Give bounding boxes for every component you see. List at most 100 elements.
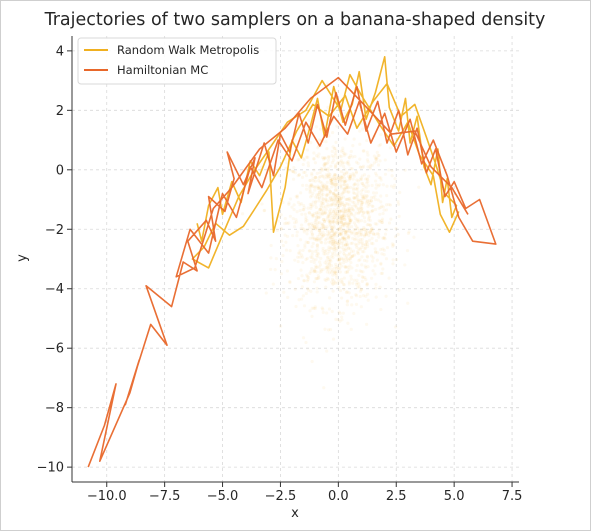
cloud-point bbox=[331, 273, 335, 277]
cloud-point bbox=[338, 232, 342, 236]
cloud-point bbox=[365, 282, 369, 286]
cloud-point bbox=[338, 238, 342, 242]
cloud-point bbox=[361, 200, 365, 204]
cloud-point bbox=[327, 219, 331, 223]
cloud-point bbox=[355, 218, 359, 222]
cloud-point bbox=[338, 261, 343, 266]
cloud-point bbox=[347, 246, 351, 250]
cloud-point bbox=[376, 251, 380, 255]
cloud-point bbox=[375, 156, 379, 160]
cloud-point bbox=[358, 269, 362, 273]
cloud-point bbox=[321, 234, 325, 238]
cloud-point bbox=[279, 227, 283, 231]
cloud-point bbox=[338, 201, 342, 206]
cloud-point bbox=[310, 213, 315, 217]
cloud-point bbox=[323, 161, 327, 166]
cloud-point bbox=[333, 164, 338, 168]
cloud-point bbox=[302, 158, 306, 162]
cloud-point bbox=[332, 147, 337, 151]
cloud-point bbox=[343, 180, 347, 184]
series-lines bbox=[87, 56, 497, 468]
cloud-point bbox=[313, 305, 317, 309]
cloud-point bbox=[333, 250, 337, 254]
cloud-point bbox=[341, 164, 346, 169]
cloud-point bbox=[345, 299, 349, 304]
cloud-point bbox=[324, 285, 328, 289]
cloud-point bbox=[312, 260, 316, 265]
cloud-point bbox=[365, 194, 369, 198]
cloud-point bbox=[326, 255, 330, 259]
cloud-point bbox=[348, 221, 352, 225]
cloud-point bbox=[326, 277, 330, 281]
cloud-point bbox=[326, 203, 330, 207]
cloud-point bbox=[292, 170, 296, 174]
cloud-point bbox=[316, 234, 320, 239]
cloud-point bbox=[335, 194, 339, 198]
cloud-point bbox=[351, 186, 355, 190]
cloud-point bbox=[327, 192, 331, 196]
cloud-point bbox=[342, 152, 346, 156]
cloud-point bbox=[369, 163, 373, 167]
cloud-point bbox=[357, 273, 361, 277]
cloud-point bbox=[349, 327, 353, 331]
cloud-point bbox=[387, 221, 392, 225]
cloud-point bbox=[337, 191, 341, 196]
cloud-point bbox=[333, 180, 338, 185]
cloud-point bbox=[328, 196, 333, 200]
cloud-point bbox=[262, 209, 266, 213]
cloud-point bbox=[351, 207, 355, 212]
cloud-point bbox=[337, 258, 341, 263]
cloud-point bbox=[340, 175, 344, 180]
cloud-point bbox=[338, 198, 342, 203]
cloud-point bbox=[324, 259, 329, 263]
cloud-point bbox=[331, 175, 335, 179]
cloud-point bbox=[293, 225, 297, 229]
cloud-point bbox=[355, 225, 359, 229]
cloud-point bbox=[333, 193, 338, 198]
cloud-point bbox=[337, 252, 341, 256]
cloud-point bbox=[315, 215, 319, 219]
cloud-point bbox=[320, 306, 324, 310]
cloud-point bbox=[334, 221, 339, 225]
cloud-point bbox=[337, 178, 341, 182]
cloud-point bbox=[314, 205, 318, 210]
cloud-point bbox=[332, 233, 336, 237]
cloud-point bbox=[306, 240, 310, 245]
cloud-point bbox=[356, 251, 361, 256]
cloud-point bbox=[315, 171, 319, 175]
cloud-point bbox=[298, 249, 302, 253]
cloud-point bbox=[344, 247, 348, 251]
cloud-point bbox=[314, 264, 318, 268]
x-tick-label: −10.0 bbox=[87, 489, 127, 504]
cloud-point bbox=[362, 210, 366, 214]
cloud-point bbox=[347, 206, 351, 210]
legend-label-hmc: Hamiltonian MC bbox=[117, 63, 208, 77]
cloud-point bbox=[366, 222, 370, 227]
cloud-point bbox=[310, 359, 314, 364]
cloud-point bbox=[316, 192, 320, 197]
y-tick-label: −10 bbox=[37, 461, 64, 476]
cloud-point bbox=[345, 240, 349, 244]
cloud-point bbox=[355, 245, 359, 250]
cloud-point bbox=[332, 208, 336, 212]
cloud-point bbox=[359, 203, 363, 208]
cloud-point bbox=[364, 186, 368, 190]
cloud-point bbox=[311, 179, 315, 183]
cloud-point bbox=[312, 226, 317, 230]
cloud-point bbox=[339, 220, 343, 224]
cloud-point bbox=[333, 213, 337, 217]
cloud-point bbox=[338, 197, 342, 202]
cloud-point bbox=[366, 210, 370, 214]
cloud-point bbox=[347, 208, 351, 212]
cloud-point bbox=[373, 156, 378, 160]
cloud-point bbox=[316, 226, 320, 230]
cloud-point bbox=[330, 264, 334, 268]
cloud-point bbox=[356, 190, 360, 194]
cloud-point bbox=[324, 167, 328, 171]
cloud-point bbox=[407, 230, 411, 234]
cloud-point bbox=[353, 154, 357, 159]
cloud-point bbox=[332, 245, 337, 250]
cloud-point bbox=[347, 203, 351, 207]
cloud-point bbox=[310, 255, 314, 260]
cloud-point bbox=[365, 181, 369, 185]
